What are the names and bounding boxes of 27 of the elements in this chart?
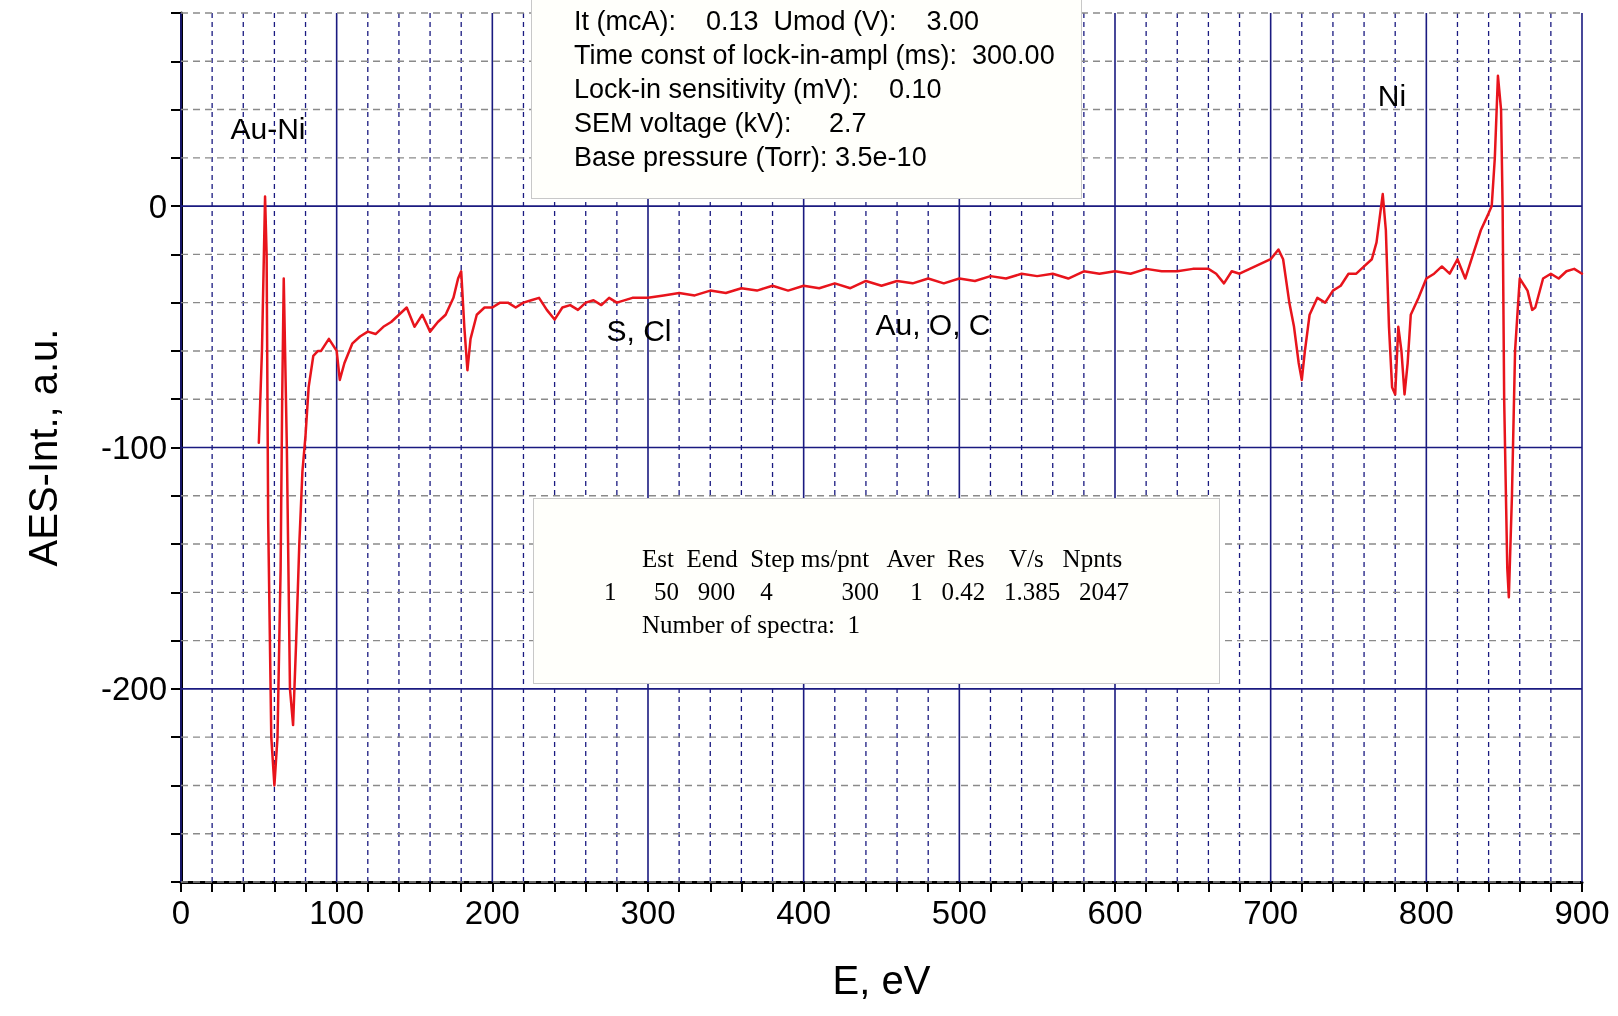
annotation: Number of spectra: 1 (642, 610, 860, 640)
y-tick-label: -200 (100, 670, 167, 708)
x-tick-label: 300 (620, 894, 676, 931)
annotation: It (mcA): 0.13 Umod (V): 3.00 (574, 5, 980, 38)
annotation: Au, O, C (875, 307, 991, 341)
x-tick-label: 100 (309, 894, 365, 931)
x-tick-label: 200 (464, 894, 520, 931)
info-table-box: Est Eend Step ms/pnt Aver Res V/s Npnts 1 50 900 4 300 1 0.42 1.385 2047 Number of spectra: 1 (533, 498, 1220, 684)
y-axis-title: AES-Int., a.u. (21, 328, 65, 567)
annotation: Lock-in sensitivity (mV): 0.10 (574, 73, 942, 106)
x-tick-label: 400 (776, 894, 832, 931)
x-tick-label: 900 (1554, 894, 1610, 931)
annotation: Au-Ni (230, 111, 306, 145)
annotation: Time const of lock-in-ampl (ms): 300.00 (574, 39, 1055, 72)
x-tick-label: 600 (1087, 894, 1143, 931)
annotation: 1 50 900 4 300 1 0.42 1.385 2047 (604, 577, 1129, 607)
annotation: Base pressure (Torr): 3.5e-10 (574, 141, 927, 174)
x-tick-label: 700 (1243, 894, 1299, 931)
x-axis-title: E, eV (832, 958, 931, 1002)
x-tick-label: 0 (171, 894, 191, 931)
annotation: SEM voltage (kV): 2.7 (574, 107, 867, 140)
annotation: Ni (1377, 78, 1407, 112)
x-tick-label: 500 (931, 894, 987, 931)
y-tick-label: -100 (100, 429, 167, 466)
x-tick-label: 800 (1398, 894, 1454, 931)
annotation: Est Eend Step ms/pnt Aver Res V/s Npnts (642, 544, 1123, 574)
y-tick-label: 0 (148, 187, 167, 225)
